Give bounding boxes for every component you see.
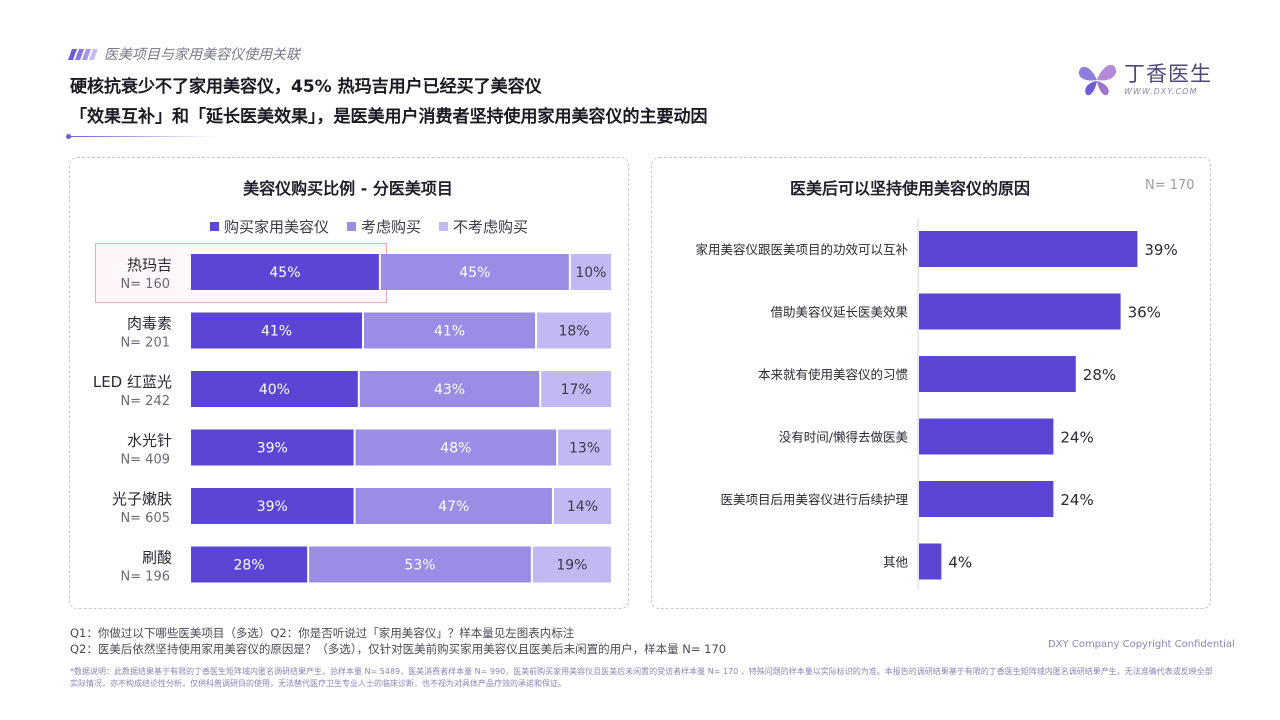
footnote-q2: Q2：医美后依然坚持使用家用美容仪的原因是？（多选），仅针对医美前购买家用美容仪… [70,642,727,656]
legend-swatch-buy [210,222,219,231]
disclaimer: *数据说明：此数据结果基于有限的丁香医生矩阵域内匿名调研结果产生，总样本量 N=… [70,667,1213,688]
bar-value-label: 41% [261,324,292,340]
logo-text-en: WWW.DXY.COM [1124,86,1198,96]
sample-size-label: N= 409 [120,453,170,468]
right-chart-title: 医美后可以坚持使用美容仪的原因 [790,179,1031,198]
reason-label: 借助美容仪延长医美效果 [770,305,908,320]
bar-value-label: 28% [234,558,265,574]
category-label: 光子嫩肤 [112,490,172,508]
left-chart-panel [69,157,629,609]
bar-segment [537,312,611,349]
reason-bar [919,481,1054,517]
footnote-q1: Q1：你做过以下哪些医美项目（多选）Q2：你是否听说过「家用美容仪」？样本量见左… [70,626,575,640]
bar-segment [191,312,363,349]
bar-segment [541,371,611,407]
bar-segment [191,371,358,407]
bar-segment [532,546,611,583]
reason-bar [919,231,1138,267]
title-divider [68,136,218,137]
bar-value-label: 48% [440,441,471,457]
bar-segment [191,488,354,524]
reason-value-label: 28% [1083,366,1116,384]
bar-segment [309,546,531,583]
bar-value-label: 41% [434,324,465,340]
copyright: DXY Company Copyright Confidential [1048,639,1235,650]
bar-segment [364,312,536,349]
sample-size-label: N= 201 [120,336,170,351]
sample-size-label: N= 196 [120,570,170,585]
sample-size-label: N= 242 [120,394,170,409]
bar-value-label: 10% [575,265,606,281]
section-tag: 医美项目与家用美容仪使用关联 [67,44,300,64]
bar-value-label: 43% [434,382,465,398]
reason-label: 其他 [883,555,909,570]
bar-segment [570,254,611,290]
bar-value-label: 14% [567,499,598,515]
category-label: LED 红蓝光 [93,373,172,391]
left-chart-legend: 购买家用美容仪 考虑购买 不考虑购买 [210,216,528,237]
dxy-logo: 丁香医生 WWW.DXY.COM [1076,58,1212,100]
category-label: 水光针 [127,432,172,450]
legend-label-consider: 考虑购买 [361,218,422,236]
bar-segment [380,254,569,290]
bar-segment [355,488,552,524]
right-chart-panel [651,157,1211,609]
right-chart-sample-size: N= 170 [1145,178,1195,193]
bar-segment [191,254,379,290]
bar-segment [191,429,354,466]
bar-segment [355,429,557,466]
reason-label: 医美项目后用美容仪进行后续护理 [720,492,908,507]
bar-value-label: 40% [259,382,290,398]
category-label: 刷酸 [142,549,172,567]
headline-line-2: 「效果互补」和「延长医美效果」，是医美用户消费者坚持使用家用美容仪的主要动因 [70,107,708,127]
legend-item-not-consider: 不考虑购买 [439,216,528,237]
reason-bar [919,356,1076,392]
reason-value-label: 24% [1060,429,1093,447]
reason-bar [919,293,1121,330]
legend-item-buy: 购买家用美容仪 [210,216,329,237]
bar-segment [191,546,308,583]
sample-size-label: N= 605 [120,511,170,526]
bar-value-label: 45% [459,265,490,281]
reason-bar [919,418,1054,455]
footnotes: Q1：你做过以下哪些医美项目（多选）Q2：你是否听说过「家用美容仪」？样本量见左… [70,625,726,657]
bar-value-label: 45% [269,265,300,281]
bar-value-label: 18% [558,324,589,340]
reason-value-label: 4% [948,554,972,572]
category-label: 热玛吉 [127,256,172,274]
bar-value-label: 47% [438,499,469,515]
legend-swatch-consider [347,222,357,231]
section-tag-text: 医美项目与家用美容仪使用关联 [104,47,300,63]
left-chart-title: 美容仪购买比例 - 分医美项目 [243,179,453,198]
butterfly-logo-icon [1078,64,1117,96]
reason-bar [919,543,942,580]
reason-label: 没有时间/懒得去做医美 [779,430,908,445]
reason-label: 本来就有使用美容仪的习惯 [758,367,908,382]
bar-value-label: 39% [257,499,288,515]
logo-text-cn: 丁香医生 [1124,61,1212,86]
reason-value-label: 36% [1128,304,1161,322]
legend-swatch-not-consider [439,222,449,231]
bar-value-label: 53% [404,558,435,574]
bar-segment [553,488,611,524]
category-label: 肉毒素 [127,315,172,333]
bar-value-label: 17% [561,382,592,398]
legend-label-not-consider: 不考虑购买 [453,218,529,236]
sample-size-label: N= 160 [120,277,170,292]
bar-value-label: 39% [257,441,288,457]
headline-line-1: 硬核抗衰少不了家用美容仪，45% 热玛吉用户已经买了美容仪 [70,77,542,97]
bar-segment [558,429,611,466]
reason-label: 家用美容仪跟医美项目的功效可以互补 [695,242,908,257]
bar-value-label: 13% [569,441,600,457]
legend-label-buy: 购买家用美容仪 [224,218,330,236]
reason-value-label: 39% [1144,241,1177,259]
legend-item-consider: 考虑购买 [347,216,421,237]
reason-value-label: 24% [1060,491,1093,509]
bar-value-label: 19% [556,558,587,574]
bar-segment [359,371,540,407]
